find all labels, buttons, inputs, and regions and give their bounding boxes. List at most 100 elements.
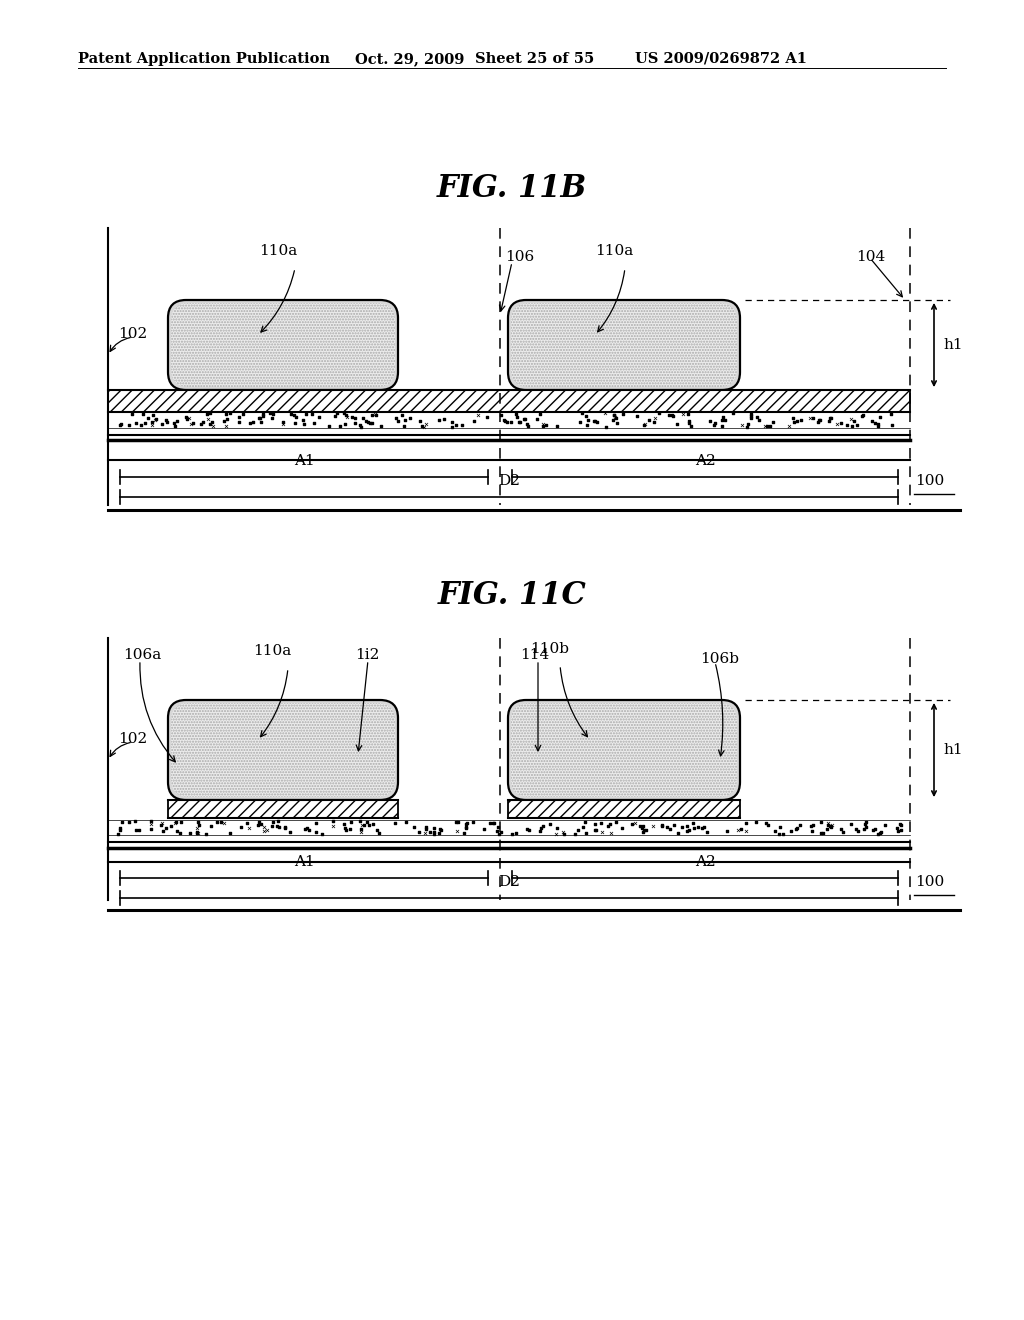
Point [609, 412, 626, 433]
Point [361, 412, 378, 433]
Point [772, 816, 788, 837]
Point [338, 820, 354, 841]
Point [388, 408, 404, 429]
Point [870, 413, 887, 434]
Point [849, 414, 865, 436]
Point [353, 814, 370, 836]
Point [681, 411, 697, 432]
Point [199, 824, 215, 845]
Point [636, 820, 652, 841]
Point [276, 816, 293, 837]
Point [259, 820, 275, 841]
Point [666, 814, 682, 836]
Point [270, 816, 287, 837]
Point [846, 411, 862, 432]
Point [787, 818, 804, 840]
Point [510, 412, 526, 433]
Point [143, 414, 160, 436]
FancyBboxPatch shape [168, 300, 398, 389]
Point [373, 416, 389, 437]
Point [188, 822, 205, 843]
Point [371, 822, 387, 843]
Point [749, 407, 765, 428]
Point [322, 416, 338, 437]
Point [833, 818, 849, 840]
Point [256, 817, 272, 838]
Point [693, 817, 710, 838]
Point [144, 405, 161, 426]
FancyBboxPatch shape [508, 300, 740, 389]
Text: 106: 106 [505, 249, 535, 264]
Point [715, 407, 731, 428]
Point [182, 413, 199, 434]
Point [490, 824, 507, 845]
Point [669, 413, 685, 434]
Point [181, 407, 198, 428]
Point [143, 818, 160, 840]
Point [274, 412, 291, 433]
Point [534, 817, 550, 838]
Point [535, 413, 551, 434]
Point [535, 814, 551, 836]
Point [664, 405, 680, 426]
Point [602, 813, 618, 834]
Point [662, 818, 678, 840]
Point [422, 821, 438, 842]
Point [600, 816, 616, 837]
Point [156, 820, 172, 841]
Point [542, 813, 558, 834]
Point [431, 818, 447, 840]
Text: 110a: 110a [253, 644, 291, 657]
Point [264, 408, 281, 429]
Point [395, 414, 412, 436]
Point [786, 411, 803, 432]
Point [804, 821, 820, 842]
Point [425, 817, 441, 838]
Point [426, 822, 442, 843]
Point [784, 407, 801, 428]
FancyBboxPatch shape [168, 700, 398, 800]
Point [493, 822, 509, 843]
Point [519, 413, 536, 434]
Point [519, 818, 536, 840]
Point [737, 820, 754, 841]
Point [418, 816, 434, 837]
Point [645, 412, 662, 433]
Point [189, 822, 206, 843]
Point [329, 403, 345, 424]
Point [154, 414, 170, 436]
Point [325, 816, 341, 837]
Point [450, 821, 466, 842]
Point [608, 810, 625, 832]
Point [893, 814, 909, 836]
Point [733, 818, 750, 840]
FancyBboxPatch shape [511, 704, 737, 797]
Point [586, 411, 602, 432]
Point [458, 813, 474, 834]
Point [578, 822, 594, 843]
Point [884, 414, 900, 436]
Point [190, 814, 207, 836]
Point [855, 404, 871, 425]
Point [339, 407, 355, 428]
Point [276, 817, 293, 838]
Point [805, 814, 821, 836]
Point [406, 817, 422, 838]
Point [275, 413, 292, 434]
Point [822, 408, 839, 429]
Text: 110a: 110a [259, 244, 297, 257]
Point [893, 820, 909, 841]
Point [503, 411, 519, 432]
Point [113, 414, 129, 436]
Text: 110b: 110b [530, 642, 569, 656]
Point [606, 405, 623, 426]
Point [217, 404, 233, 425]
Point [488, 821, 505, 842]
Text: 102: 102 [118, 733, 147, 746]
Point [295, 409, 311, 430]
Point [872, 822, 889, 843]
Point [822, 814, 839, 836]
Point [548, 824, 564, 845]
Text: FIG. 11B: FIG. 11B [437, 173, 587, 205]
Point [481, 813, 498, 834]
